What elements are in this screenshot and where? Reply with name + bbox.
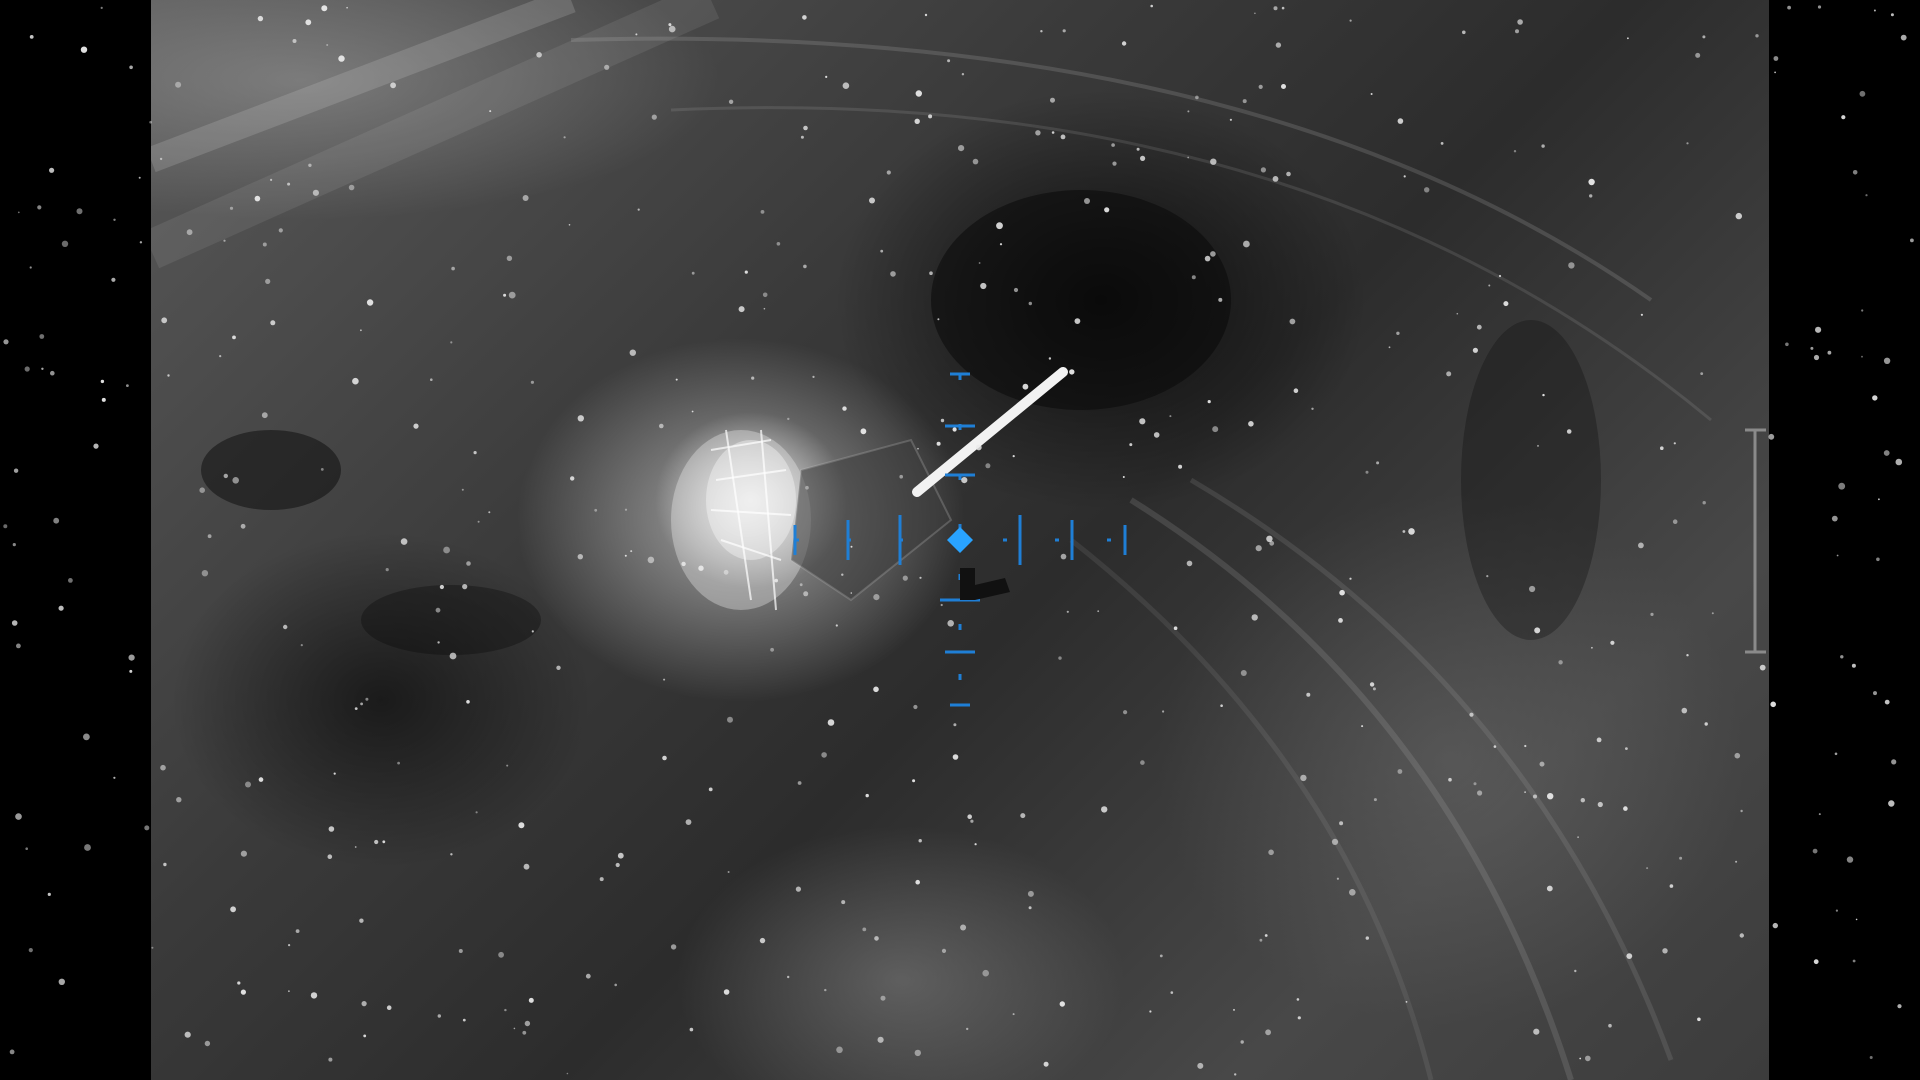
diamond-center-icon [947, 527, 973, 553]
right-letterbox [1769, 0, 1920, 1080]
thermal-video-feed [151, 0, 1769, 1080]
target-marker [960, 568, 1010, 600]
vertical-scale-bracket-icon [1745, 428, 1766, 654]
left-letterbox [0, 0, 151, 1080]
terrain-texture [151, 0, 1712, 1080]
gun-barrel [912, 367, 1068, 497]
snow-particles [3, 4, 1914, 1076]
